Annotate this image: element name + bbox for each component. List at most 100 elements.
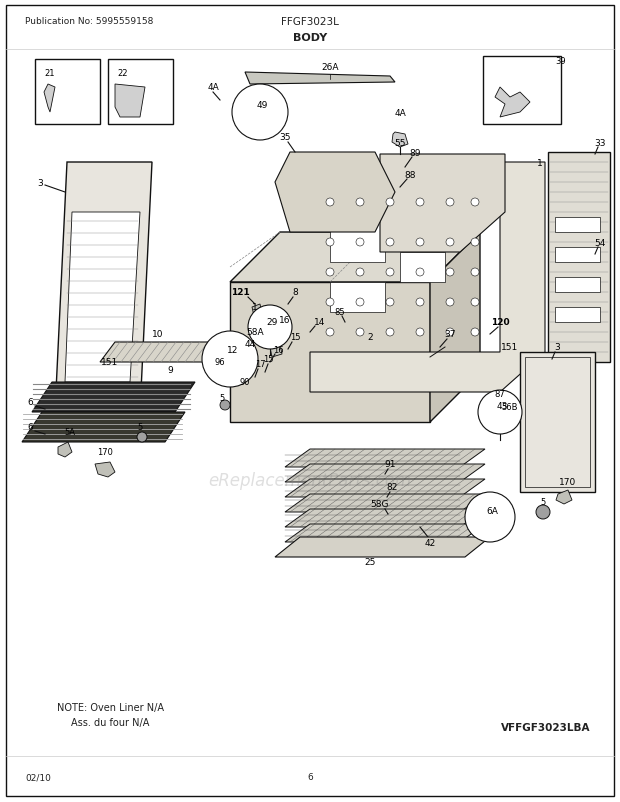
Circle shape <box>356 329 364 337</box>
Polygon shape <box>285 525 485 542</box>
Circle shape <box>356 269 364 277</box>
Text: 43: 43 <box>497 402 508 411</box>
Circle shape <box>446 269 454 277</box>
Text: 26A: 26A <box>321 63 339 72</box>
Polygon shape <box>44 85 55 113</box>
Circle shape <box>416 239 424 247</box>
Polygon shape <box>248 107 268 123</box>
Polygon shape <box>32 383 195 412</box>
Polygon shape <box>285 449 485 468</box>
Text: 37: 37 <box>445 330 456 339</box>
Text: 89: 89 <box>409 148 421 157</box>
Text: 58G: 58G <box>371 500 389 508</box>
Bar <box>108 60 173 125</box>
Text: 25: 25 <box>365 558 376 567</box>
Circle shape <box>416 199 424 207</box>
Text: FFGF3023L: FFGF3023L <box>281 17 339 27</box>
Text: 3: 3 <box>554 343 560 352</box>
Text: Ass. du four N/A: Ass. du four N/A <box>71 717 149 727</box>
Text: 22: 22 <box>118 68 128 78</box>
Bar <box>330 223 385 263</box>
Text: BODY: BODY <box>293 33 327 43</box>
Text: 35: 35 <box>279 133 291 142</box>
Polygon shape <box>493 406 508 422</box>
Polygon shape <box>285 494 485 512</box>
Text: 5: 5 <box>138 423 143 432</box>
Text: 2: 2 <box>367 333 373 342</box>
Circle shape <box>446 199 454 207</box>
Circle shape <box>356 239 364 247</box>
Polygon shape <box>278 323 288 334</box>
Text: 6A: 6A <box>486 506 498 515</box>
Polygon shape <box>230 233 480 282</box>
Text: 15: 15 <box>290 333 300 342</box>
Polygon shape <box>65 213 140 383</box>
Text: 4A: 4A <box>394 108 406 117</box>
Text: eReplacementParts.com: eReplacementParts.com <box>208 472 412 490</box>
Text: 15: 15 <box>263 355 273 364</box>
Circle shape <box>202 331 258 387</box>
Polygon shape <box>495 88 530 118</box>
Text: 42: 42 <box>424 538 436 547</box>
Bar <box>555 277 600 293</box>
Text: 56B: 56B <box>502 403 518 412</box>
Text: 6: 6 <box>27 398 33 407</box>
Polygon shape <box>100 342 235 363</box>
Circle shape <box>471 329 479 337</box>
Polygon shape <box>58 443 72 457</box>
Bar <box>35 60 100 125</box>
Text: NOTE: Oven Liner N/A: NOTE: Oven Liner N/A <box>56 702 164 712</box>
Circle shape <box>471 199 479 207</box>
Text: 1: 1 <box>537 158 543 168</box>
Text: 49: 49 <box>256 100 268 109</box>
Text: 151: 151 <box>502 343 518 352</box>
Bar <box>555 217 600 233</box>
Circle shape <box>416 329 424 337</box>
Polygon shape <box>270 345 282 358</box>
Text: 121: 121 <box>231 288 249 297</box>
Circle shape <box>536 505 550 520</box>
Circle shape <box>416 298 424 306</box>
Text: 58A: 58A <box>246 328 264 337</box>
Text: 33: 33 <box>594 138 606 148</box>
Circle shape <box>416 269 424 277</box>
Polygon shape <box>245 73 395 85</box>
Polygon shape <box>392 133 408 148</box>
Circle shape <box>465 492 515 542</box>
Text: 8: 8 <box>292 288 298 297</box>
Text: VFFGF3023LBA: VFFGF3023LBA <box>500 722 590 732</box>
Polygon shape <box>310 163 545 392</box>
Text: 9: 9 <box>167 366 173 375</box>
Polygon shape <box>380 155 505 253</box>
Circle shape <box>446 298 454 306</box>
Polygon shape <box>252 305 262 317</box>
Text: 14: 14 <box>314 318 326 327</box>
Polygon shape <box>275 153 395 233</box>
Circle shape <box>471 298 479 306</box>
Bar <box>483 57 561 125</box>
Text: 17: 17 <box>255 360 265 369</box>
Polygon shape <box>520 353 595 492</box>
Circle shape <box>478 391 522 435</box>
Polygon shape <box>218 358 240 375</box>
Bar <box>525 358 590 488</box>
Text: 5: 5 <box>541 498 546 507</box>
Text: 6: 6 <box>27 423 33 432</box>
Polygon shape <box>55 163 152 412</box>
Polygon shape <box>285 480 485 497</box>
Text: 16: 16 <box>273 346 283 355</box>
Text: 55: 55 <box>394 138 405 148</box>
Text: 96: 96 <box>215 358 225 367</box>
Text: 29: 29 <box>267 318 278 327</box>
Polygon shape <box>285 464 485 482</box>
Circle shape <box>326 199 334 207</box>
Circle shape <box>248 306 292 350</box>
Polygon shape <box>22 412 185 443</box>
Polygon shape <box>95 463 115 477</box>
Text: 02/10: 02/10 <box>25 772 51 781</box>
Circle shape <box>326 298 334 306</box>
Circle shape <box>326 269 334 277</box>
Circle shape <box>446 239 454 247</box>
Bar <box>555 308 600 322</box>
Circle shape <box>232 85 288 141</box>
